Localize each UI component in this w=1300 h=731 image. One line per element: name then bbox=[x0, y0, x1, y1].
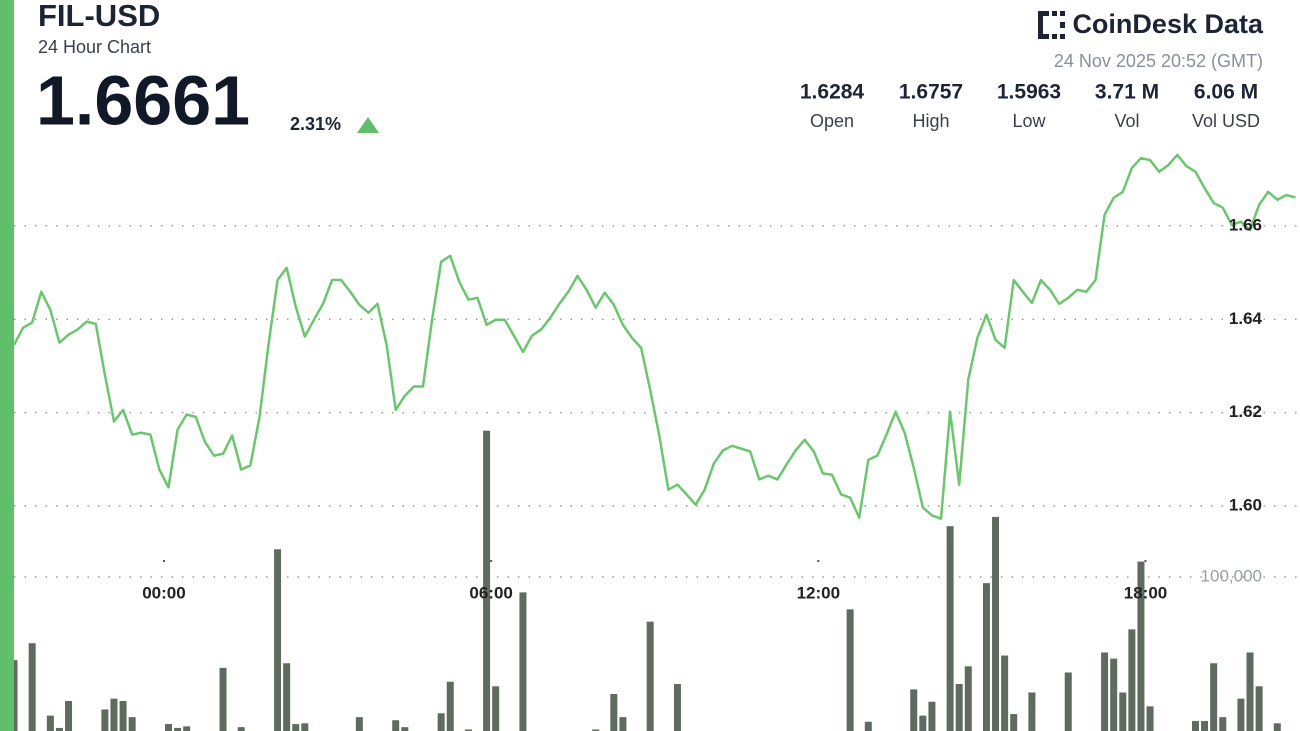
stat-value: 3.71 M bbox=[1095, 81, 1159, 104]
volume-bar bbox=[610, 694, 618, 731]
brand-name: CoinDesk Data bbox=[1072, 9, 1264, 39]
volume-bar bbox=[1028, 692, 1036, 731]
volume-bar bbox=[1110, 658, 1118, 731]
volume-bar bbox=[992, 516, 1000, 731]
volume-bar bbox=[519, 592, 527, 731]
volume-bar bbox=[1273, 723, 1281, 731]
volume-bar bbox=[1119, 692, 1127, 731]
volume-bar bbox=[437, 713, 445, 731]
volume-bar bbox=[464, 729, 472, 731]
stat-label: High bbox=[912, 111, 949, 131]
volume-bar bbox=[28, 643, 36, 731]
volume-bar bbox=[1137, 561, 1145, 731]
volume-bar bbox=[274, 549, 282, 731]
x-tick-label: 00:00 bbox=[142, 583, 185, 602]
volume-bar bbox=[1010, 714, 1018, 731]
volume-bar bbox=[492, 686, 500, 731]
volume-bar bbox=[110, 698, 118, 731]
volume-bar bbox=[401, 727, 409, 731]
brand-logo bbox=[1038, 11, 1065, 39]
volume-bar bbox=[955, 684, 963, 731]
volume-bar bbox=[1255, 686, 1263, 731]
accent-stripe bbox=[0, 0, 14, 731]
volume-bar bbox=[128, 717, 136, 731]
volume-bar bbox=[964, 666, 972, 731]
volume-bar bbox=[1219, 717, 1227, 731]
stat-label: Vol bbox=[1114, 111, 1139, 131]
volume-bar bbox=[283, 663, 291, 731]
volume-bar bbox=[219, 667, 227, 731]
stat-value: 6.06 M bbox=[1194, 81, 1258, 104]
volume-bar bbox=[1191, 720, 1199, 731]
up-arrow bbox=[357, 117, 379, 133]
stat-value: 1.6757 bbox=[899, 81, 963, 104]
stat-value: 1.5963 bbox=[997, 81, 1061, 104]
y-tick-label: 1.66 bbox=[1229, 215, 1262, 234]
volume-bar bbox=[183, 726, 191, 731]
stat-label: Open bbox=[810, 111, 854, 131]
volume-bar bbox=[982, 583, 990, 731]
volume-bar bbox=[592, 729, 600, 731]
chart-subtitle: 24 Hour Chart bbox=[38, 37, 151, 57]
y2-tick-label: 100,000 bbox=[1201, 566, 1262, 585]
volume-bar bbox=[919, 715, 927, 731]
volume-bar bbox=[65, 700, 73, 731]
volume-bar bbox=[1064, 672, 1072, 731]
volume-bar bbox=[392, 720, 400, 731]
plot: 1.60 1.62 1.64 1.66 100,000 00:00 06:00 12:00 18… bbox=[10, 153, 1300, 731]
y-tick-label: 1.60 bbox=[1229, 496, 1262, 515]
volume-bar bbox=[846, 609, 854, 731]
volume-bar bbox=[446, 681, 454, 731]
volume-bar bbox=[1246, 652, 1254, 731]
volume-bar bbox=[101, 709, 109, 731]
volume-bar bbox=[619, 717, 627, 731]
volume-bar bbox=[165, 724, 173, 731]
volume-bar bbox=[673, 684, 681, 731]
volume-bar bbox=[301, 723, 309, 731]
x-tick-label: 12:00 bbox=[797, 583, 840, 602]
price-change: 2.31% bbox=[290, 114, 341, 134]
volume-bar bbox=[946, 526, 954, 731]
volume-bar bbox=[46, 715, 54, 731]
stats: 1.6284 Open 1.6757 High 1.5963 Low 3.71 M Vol 6.… bbox=[800, 81, 1260, 131]
volume-bar bbox=[1210, 663, 1218, 731]
volume-bar bbox=[292, 724, 300, 731]
x-tick-label: 18:00 bbox=[1124, 583, 1167, 602]
volume-bar bbox=[174, 727, 182, 731]
volume-bar bbox=[1001, 655, 1009, 731]
stat-label: Vol USD bbox=[1192, 111, 1260, 131]
volume-bar bbox=[1146, 706, 1154, 731]
volume-bar bbox=[928, 701, 936, 731]
chart-title: FIL-USD bbox=[38, 0, 160, 33]
volume-bar bbox=[1237, 698, 1245, 731]
volume-bar bbox=[910, 689, 918, 731]
price-area bbox=[14, 154, 1296, 731]
x-tick-label: 06:00 bbox=[469, 583, 512, 602]
current-price: 1.6661 bbox=[36, 61, 250, 139]
stat-value: 1.6284 bbox=[800, 81, 865, 104]
volume-bar bbox=[1101, 652, 1109, 731]
y-tick-label: 1.64 bbox=[1229, 309, 1263, 328]
volume-bar bbox=[483, 430, 491, 731]
volume-bar bbox=[646, 621, 654, 731]
stat-label: Low bbox=[1012, 111, 1046, 131]
price-line bbox=[12, 153, 1296, 520]
y-tick-label: 1.62 bbox=[1229, 402, 1262, 421]
volume-bar bbox=[1201, 720, 1209, 731]
volume-bar bbox=[119, 700, 127, 731]
timestamp: 24 Nov 2025 20:52 (GMT) bbox=[1054, 51, 1263, 71]
volume-bar bbox=[55, 727, 63, 731]
volume-bar bbox=[1128, 629, 1136, 731]
volume-bar bbox=[864, 721, 872, 731]
volume-bar bbox=[355, 717, 363, 731]
volume-bar bbox=[237, 727, 245, 731]
